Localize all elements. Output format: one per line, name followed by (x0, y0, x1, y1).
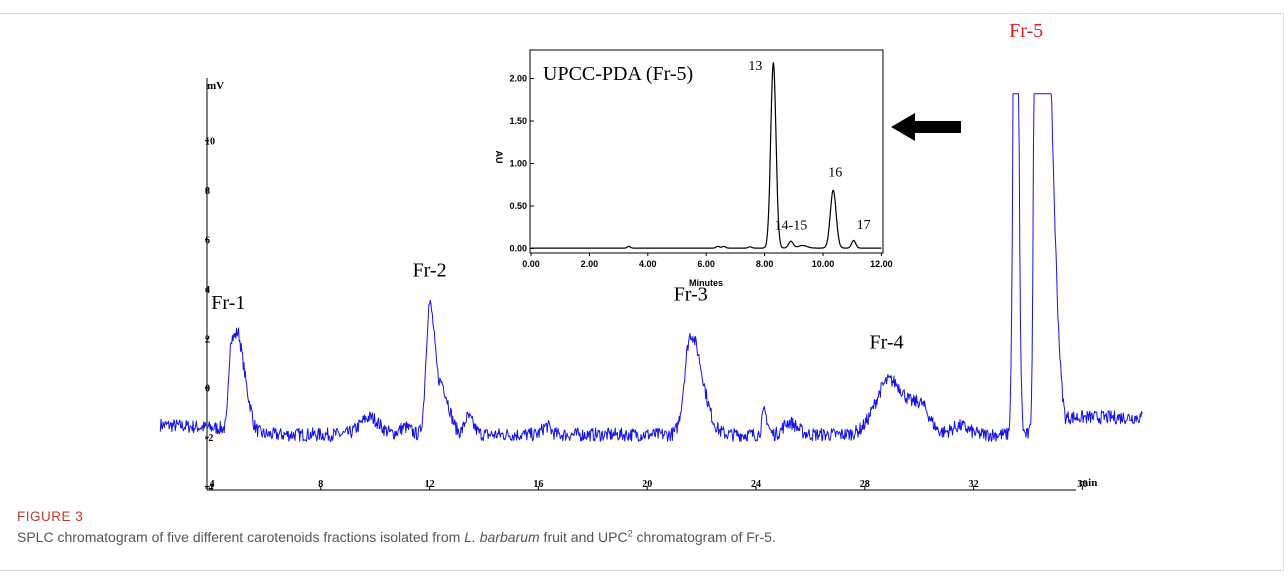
inset-x-tick-label: 8.00 (756, 259, 774, 269)
inset-y-ticks: 0.00 0.50 1.00 1.50 2.00 (509, 74, 534, 254)
main-peak-label: Fr-2 (413, 260, 447, 282)
inset-x-tick-label: 6.00 (697, 259, 715, 269)
inset-x-tick-label: 4.00 (639, 259, 657, 269)
main-peak-label: Fr-5 (1009, 20, 1043, 42)
inset-x-axis-label: Minutes (689, 278, 723, 288)
inset-x-tick-label: 2.00 (581, 259, 599, 269)
inset-peak-labels: 13 14-15 16 17 (748, 59, 870, 234)
inset-y-tick-label: 0.00 (509, 244, 527, 254)
caption-part-3: chromatogram of Fr-5. (632, 529, 776, 545)
inset-x-tick-label: 10.00 (812, 259, 835, 269)
inset-y-axis-label: AU (494, 151, 504, 164)
inset-chart: UPCC-PDA (Fr-5) Minutes AU 0.00 0.50 1.00 1… (494, 49, 893, 288)
inset-peak-label: 17 (857, 218, 871, 233)
inset-x-tick-label: 12.00 (870, 259, 893, 269)
inset-peak-label: 14-15 (775, 219, 808, 234)
inset-y-tick-label: 1.50 (509, 116, 527, 126)
main-x-tick-label: 16 (533, 479, 543, 490)
main-y-tick-label: 0 (205, 384, 210, 395)
inset-peak-label: 13 (748, 59, 762, 74)
inset-trace-line (530, 62, 882, 249)
figure-frame (0, 13, 1282, 571)
inset-title: UPCC-PDA (Fr-5) (543, 63, 693, 85)
caption-species: L. barbarum (464, 529, 540, 545)
main-x-tick-label: 36 (1077, 479, 1087, 490)
inset-y-tick-label: 1.00 (509, 159, 527, 169)
inset-y-tick-label: 2.00 (509, 74, 527, 84)
main-x-axis-label: min (1079, 477, 1097, 489)
main-x-tick-label: 12 (425, 479, 435, 490)
left-arrow-icon (891, 113, 961, 141)
main-x-ticks: 4 8 12 16 20 24 28 32 36 (210, 479, 1087, 490)
main-x-tick-label: 20 (642, 479, 652, 490)
main-peak-label: Fr-1 (211, 292, 245, 314)
main-x-tick-label: 8 (318, 479, 323, 490)
main-x-tick-label: 24 (751, 479, 761, 490)
main-peak-label: Fr-4 (870, 331, 904, 353)
main-trace-line (159, 93, 1143, 442)
main-x-tick-label: 28 (860, 479, 870, 490)
main-y-ticks: -4 -2 0 2 4 6 8 10 (205, 137, 215, 494)
main-y-tick-label: 8 (205, 186, 210, 197)
figure-caption: SPLC chromatogram of five different caro… (17, 529, 776, 545)
main-y-tick-label: -2 (205, 433, 213, 444)
main-x-tick-label: 4 (210, 479, 215, 490)
inset-y-tick-label: 0.50 (509, 201, 527, 211)
caption-part-2: fruit and UPC (539, 529, 628, 545)
main-x-tick-label: 32 (969, 479, 979, 490)
main-y-tick-label: 4 (205, 285, 210, 296)
main-y-tick-label: 2 (205, 334, 210, 345)
figure-label: FIGURE 3 (17, 509, 84, 524)
inset-x-ticks: 0.00 2.00 4.00 6.00 8.00 10.00 12.00 (522, 253, 893, 269)
inset-peak-label: 16 (828, 166, 842, 181)
main-y-tick-label: -4 (205, 483, 213, 494)
caption-part-1: SPLC chromatogram of five different caro… (17, 529, 465, 545)
main-y-axis-label: mV (207, 80, 224, 92)
inset-x-tick-label: 0.00 (522, 259, 540, 269)
main-peak-label: Fr-3 (674, 283, 708, 305)
main-peak-labels: Fr-1 Fr-2 Fr-3 Fr-4 Fr-5 (211, 20, 1043, 353)
main-y-tick-label: 10 (205, 137, 215, 148)
main-y-tick-label: 6 (205, 236, 210, 247)
inset-frame (529, 49, 884, 254)
caption-superscript: 2 (627, 528, 633, 539)
